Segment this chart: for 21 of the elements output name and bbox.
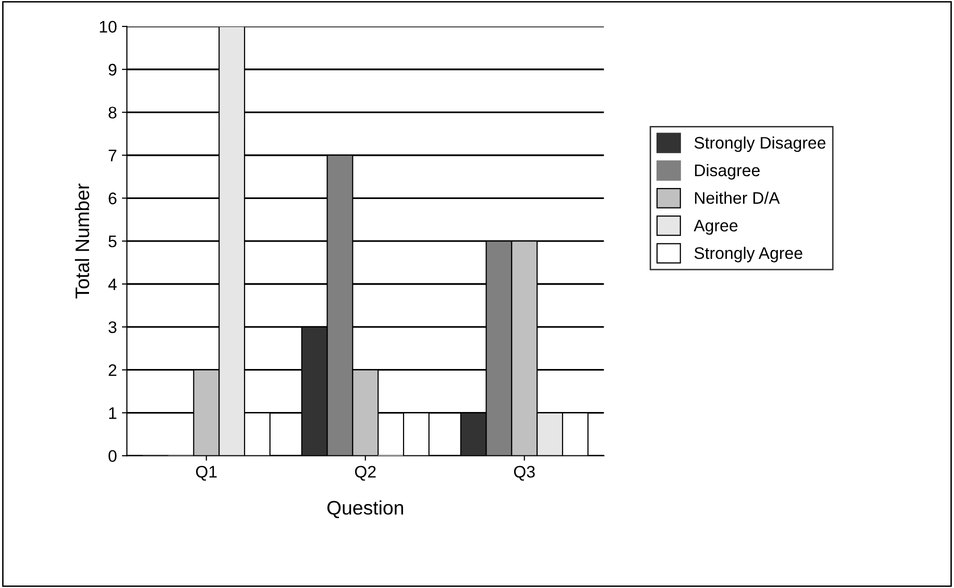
x-tick-label: Q2 xyxy=(355,466,376,481)
y-tick-label: 3 xyxy=(108,321,116,334)
y-tick-label: 4 xyxy=(108,278,117,290)
y-tick-label: 10 xyxy=(100,20,117,33)
legend-label: Neither D/A xyxy=(695,192,780,204)
legend-label: Strongly Agree xyxy=(694,246,802,262)
x-tick-label: Q3 xyxy=(514,466,535,481)
y-tick-label: 9 xyxy=(108,64,116,76)
legend-label: Strongly Disagree xyxy=(694,136,826,152)
y-tick-label: 7 xyxy=(108,150,116,162)
x-axis-title: Question xyxy=(327,500,404,518)
y-tick-label: 0 xyxy=(108,450,117,462)
legend-label: Agree xyxy=(694,220,738,235)
y-tick-label: 5 xyxy=(108,236,116,248)
legend-label: Disagree xyxy=(695,164,760,180)
x-tick-label: Q1 xyxy=(196,466,217,481)
y-tick-label: 2 xyxy=(108,364,116,376)
y-tick-label: 6 xyxy=(108,192,116,204)
y-tick-label: 1 xyxy=(109,407,116,419)
y-tick-label: 8 xyxy=(108,106,116,119)
y-axis-title: Total Number xyxy=(74,184,90,298)
